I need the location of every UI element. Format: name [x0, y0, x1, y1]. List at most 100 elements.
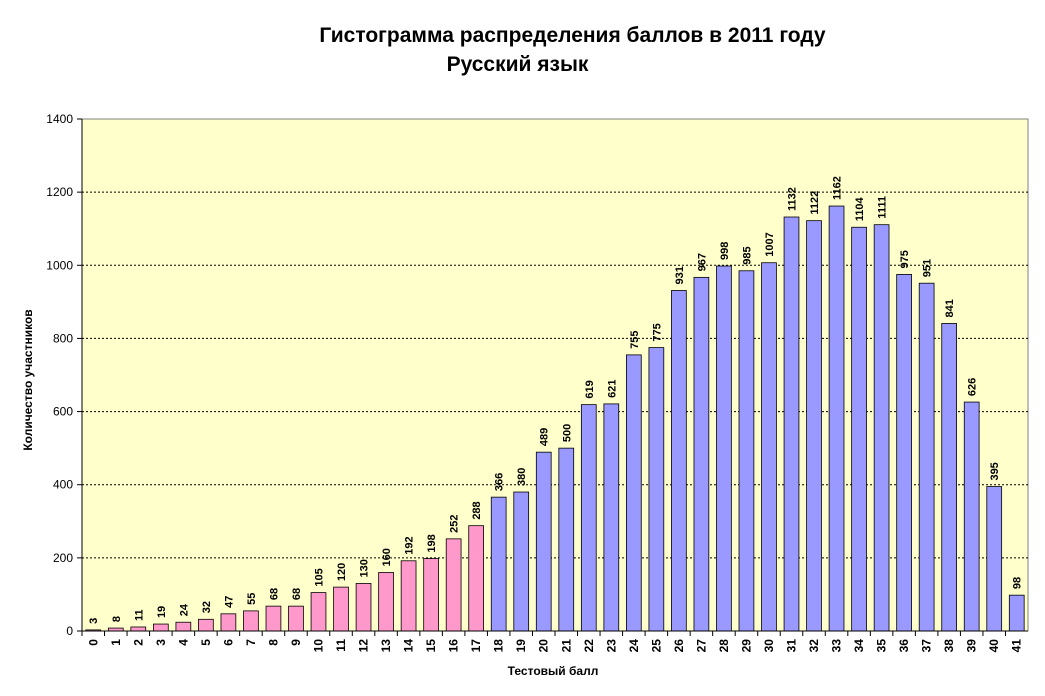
data-label: 621	[606, 380, 618, 398]
y-axis-ticks: 0 200 400 600 800 1000 1200 1400	[46, 112, 82, 638]
x-tick-label: 1	[109, 639, 123, 646]
data-label: 3	[88, 618, 100, 624]
data-label: 8	[111, 616, 123, 622]
axes	[81, 119, 1028, 632]
data-label: 252	[449, 514, 461, 532]
bar-score-11	[333, 586, 349, 632]
bar-score-32	[806, 220, 822, 632]
bar-score-5	[198, 618, 214, 632]
data-label: 975	[899, 250, 911, 268]
data-label: 1132	[787, 187, 799, 211]
x-tick-label: 16	[447, 639, 461, 653]
bar-score-23	[603, 403, 620, 632]
data-label: 755	[629, 331, 641, 349]
y-tick-label: 0	[66, 624, 73, 638]
x-tick-label: 27	[694, 639, 708, 653]
data-label: 1104	[854, 197, 866, 222]
data-label: 931	[674, 266, 686, 284]
x-tick-label: 18	[492, 639, 506, 653]
plot-area	[81, 118, 1029, 632]
y-tick-label: 1400	[46, 112, 73, 126]
data-label: 160	[381, 548, 393, 566]
y-tick-label: 800	[53, 331, 73, 345]
data-labels: 3 8 11 19 24 32 47 55 68 68 105 120 130 160 192 198 252 2…	[88, 176, 1023, 624]
chart-subtitle: Русский язык	[446, 53, 589, 76]
bar-score-10	[310, 592, 327, 632]
data-label: 68	[291, 588, 303, 600]
bar-score-28	[716, 265, 732, 632]
data-label: 500	[561, 424, 573, 442]
bar-score-36	[896, 274, 912, 632]
x-tick-label: 21	[559, 639, 573, 653]
x-tick-label: 6	[221, 639, 235, 646]
data-label: 130	[359, 559, 371, 577]
y-axis-label: Количество участников	[21, 309, 35, 450]
data-label: 120	[336, 563, 348, 581]
bar-score-33	[828, 205, 845, 632]
bar-score-37	[918, 282, 935, 632]
x-tick-label: 39	[965, 639, 979, 653]
x-tick-label: 4	[176, 639, 190, 646]
bar-score-30	[761, 262, 777, 632]
bar-score-9	[288, 605, 304, 632]
bar-score-13	[378, 572, 394, 632]
data-label: 489	[539, 428, 551, 446]
data-label: 288	[471, 501, 483, 519]
x-tick-label: 22	[582, 639, 596, 653]
bar-score-27	[693, 276, 710, 632]
x-tick-label: 14	[402, 639, 416, 653]
data-label: 967	[696, 253, 708, 271]
data-label: 198	[426, 534, 438, 552]
y-tick-label: 200	[53, 551, 73, 565]
bar-score-2	[130, 626, 147, 632]
y-tick-label: 1000	[46, 258, 73, 272]
x-tick-label: 26	[672, 639, 686, 653]
x-tick-label: 17	[469, 639, 483, 653]
bars	[85, 205, 1025, 632]
data-label: 1111	[877, 196, 889, 219]
x-tick-label: 3	[154, 639, 168, 646]
bar-score-6	[220, 613, 237, 632]
data-label: 32	[201, 601, 213, 613]
data-label: 1122	[809, 191, 821, 215]
bar-score-16	[445, 538, 462, 632]
bar-score-41	[1008, 594, 1025, 632]
bar-score-8	[265, 605, 282, 632]
data-label: 619	[584, 380, 596, 398]
bar-score-26	[671, 290, 687, 632]
x-tick-label: 12	[357, 639, 371, 653]
x-tick-label: 2	[131, 639, 145, 646]
x-tick-label: 38	[942, 639, 956, 653]
x-tick-label: 5	[199, 639, 213, 646]
x-tick-label: 41	[1010, 639, 1024, 653]
x-tick-label: 33	[830, 639, 844, 653]
x-tick-label: 15	[424, 639, 438, 653]
x-tick-label: 23	[604, 639, 618, 653]
chart-title: Гистограмма распределения баллов в 2011 …	[319, 24, 826, 47]
bar-score-20	[535, 451, 552, 632]
x-axis-ticks: 0 1 2 3 4 5 6 7 8 9 10 11 12 13 14 15 16 17 18 19 20 21 22 23 24…	[81, 631, 1024, 653]
x-tick-label: 32	[807, 639, 821, 653]
data-label: 1007	[764, 232, 776, 256]
bar-score-24	[626, 354, 642, 632]
x-tick-label: 19	[514, 639, 528, 653]
bar-score-31	[783, 216, 800, 632]
bar-score-15	[423, 558, 439, 632]
data-label: 68	[268, 588, 280, 600]
x-tick-label: 24	[627, 639, 641, 653]
bar-score-29	[738, 270, 755, 632]
bar-score-39	[963, 401, 980, 632]
data-label: 24	[178, 603, 190, 616]
x-tick-label: 25	[649, 639, 663, 653]
bar-score-35	[873, 224, 890, 632]
y-tick-label: 600	[53, 405, 73, 419]
x-tick-label: 9	[289, 639, 303, 646]
x-tick-label: 35	[875, 639, 889, 653]
x-tick-label: 28	[717, 639, 731, 653]
grid-lines	[82, 191, 1028, 559]
data-label: 47	[223, 596, 235, 608]
x-tick-label: 8	[266, 639, 280, 646]
bar-score-38	[941, 323, 957, 632]
bar-score-17	[468, 525, 484, 632]
